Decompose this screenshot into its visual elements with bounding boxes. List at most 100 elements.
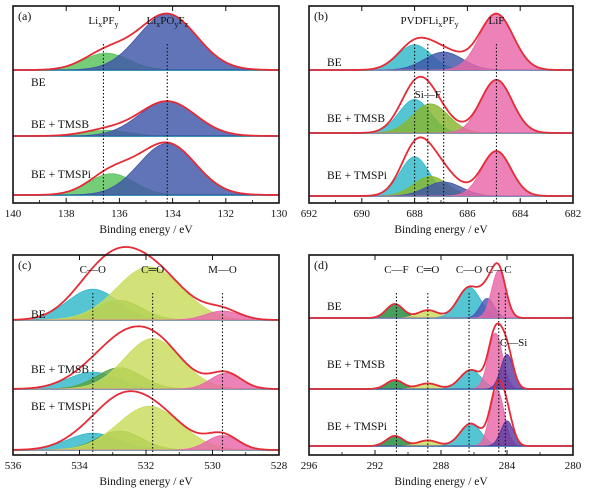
x-tick-label: 692 (301, 208, 318, 220)
envelope-curve (13, 141, 280, 196)
row-label: BE + TMSB (31, 119, 89, 131)
row-label: BE (327, 57, 342, 69)
component-peak (309, 389, 573, 447)
envelope-curve (13, 12, 280, 71)
component-peak (13, 310, 280, 321)
x-tick-label: 532 (138, 460, 155, 472)
peak-label: LixPFy (88, 15, 118, 29)
spectrum-row: BE + TMSPi (309, 136, 573, 197)
row-label: BE (31, 309, 46, 321)
spectrum-row: BE (12, 246, 280, 321)
x-tick-label: 296 (301, 460, 318, 472)
peak-label-subscript: x (438, 20, 442, 29)
row-label: BE + TMSPi (327, 421, 387, 433)
x-tick-label: 686 (459, 208, 476, 220)
peak-label: C—F (384, 264, 408, 276)
panel-label: (b) (314, 9, 328, 23)
envelope-curve (12, 325, 280, 390)
envelope-curve (309, 75, 573, 134)
x-tick-label: 132 (218, 208, 235, 220)
panel-label: (c) (18, 258, 31, 272)
spectrum-row: BE (309, 262, 573, 319)
peak-label-part: PO (160, 15, 174, 27)
x-tick-label: 530 (204, 460, 221, 472)
peak-label-subscript: z (184, 20, 188, 29)
envelope-curve (309, 322, 573, 390)
peak-label: PVDF (401, 15, 429, 27)
x-tick-label: 138 (58, 208, 75, 220)
peak-label-part: PF (102, 15, 114, 27)
peak-label: M—O (208, 264, 237, 276)
row-label: BE + TMSPi (31, 401, 91, 413)
peak-label-subscript: y (174, 20, 178, 29)
peak-label: LiF (488, 15, 504, 27)
peak-label-subscript: y (455, 20, 459, 29)
x-tick-label: 684 (512, 208, 529, 220)
panel-b: BE BE + TMSB BE + TMSPi (b) PVDF LixPFy LiF Si—… (301, 5, 582, 236)
envelope-curve (309, 12, 573, 71)
x-tick-label: 688 (406, 208, 423, 220)
peak-label: C═O (416, 264, 439, 276)
peak-label-subscript: y (114, 20, 118, 29)
panel-c: BE BE + TMSB BE + TMSPi (c) C—O C═O M—O 536 534 5… (5, 246, 288, 488)
component-peak (309, 270, 573, 319)
x-tick-label: 292 (367, 460, 384, 472)
spectrum-row: BE (13, 12, 280, 89)
peak-label: C—O (456, 264, 482, 276)
spectrum-row: BE + TMSPi (309, 379, 573, 447)
x-axis-label: Binding energy / eV (394, 476, 488, 488)
peak-label-part: PF (442, 15, 454, 27)
x-tick-label: 130 (271, 208, 288, 220)
peak-label: C—Si (500, 337, 528, 349)
row-label: BE + TMSB (327, 359, 385, 371)
row-label: BE + TMSPi (31, 169, 91, 181)
peak-label-part: Li (147, 15, 157, 27)
spectrum-row: BE + TMSB (12, 325, 280, 390)
peak-label: LixPFy (429, 15, 459, 29)
x-axis-label: Binding energy / eV (99, 476, 193, 488)
peak-label-part: Li (429, 15, 439, 27)
peak-label: C═O (141, 264, 164, 276)
envelope-curve (309, 379, 573, 447)
spectrum-row: BE (309, 12, 573, 71)
x-tick-label: 288 (433, 460, 450, 472)
x-tick-label: 534 (71, 460, 88, 472)
panel-label: (a) (18, 9, 31, 23)
spectrum-row: BE + TMSB (309, 75, 573, 134)
x-tick-label: 528 (271, 460, 288, 472)
row-label: BE + TMSB (31, 364, 89, 376)
row-label: BE (327, 301, 342, 313)
row-label: BE + TMSB (327, 113, 385, 125)
spectrum-row: BE + TMSB (309, 322, 573, 390)
peak-label-subscript: x (98, 20, 102, 29)
x-axis-label: Binding energy / eV (394, 224, 488, 236)
envelope-curve (309, 262, 573, 319)
peak-label: C—C (486, 264, 512, 276)
x-tick-label: 280 (565, 460, 582, 472)
x-axis-label: Binding energy / eV (99, 224, 193, 236)
peak-label-part: Li (88, 15, 98, 27)
peak-label: LixPOyFz (147, 15, 189, 29)
x-tick-label: 136 (111, 208, 128, 220)
row-label: BE + TMSPi (327, 170, 387, 182)
x-tick-label: 682 (565, 208, 582, 220)
spectrum-row: BE + TMSB (13, 100, 280, 137)
envelope-curve (13, 100, 280, 137)
spectrum-row: BE + TMSPi (12, 390, 280, 451)
spectrum-row: BE + TMSPi (13, 141, 280, 196)
panel-label: (d) (314, 258, 328, 272)
row-label: BE (31, 77, 46, 89)
x-tick-label: 690 (354, 208, 371, 220)
peak-label: Si—F (415, 89, 441, 101)
peak-label-subscript: x (156, 20, 160, 29)
x-tick-label: 140 (5, 208, 22, 220)
peak-label-part: F (178, 15, 184, 27)
envelope-curve (309, 136, 573, 197)
envelope-curve (12, 246, 280, 321)
x-tick-label: 284 (499, 460, 516, 472)
panel-d: BE BE + TMSB BE + TMSPi (d) C—F C═O C—O C—C C—Si… (301, 254, 582, 488)
peak-label: C—O (80, 264, 106, 276)
envelope-curve (12, 390, 280, 451)
